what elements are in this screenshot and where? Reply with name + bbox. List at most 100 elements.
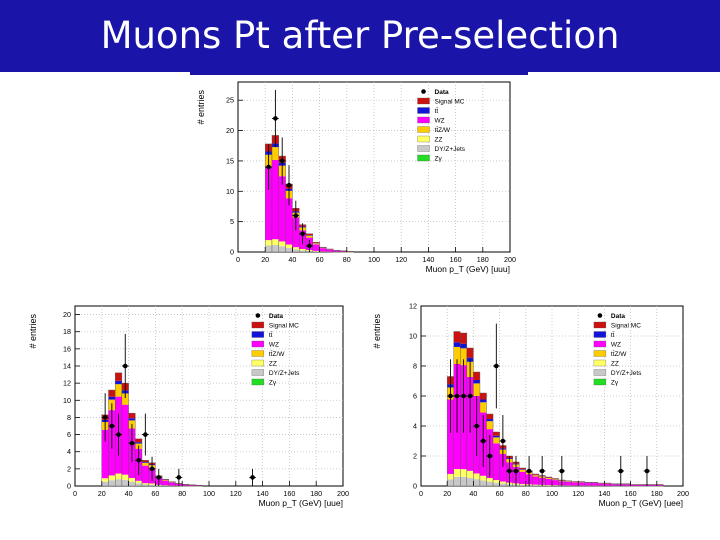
x-tick-label: 180 — [651, 489, 663, 498]
hist-bar-ttzw — [473, 383, 480, 396]
y-tick-label: 6 — [413, 392, 417, 401]
hist-bar-wz — [552, 480, 559, 486]
legend-marker — [597, 313, 603, 318]
hist-bar-zz — [101, 478, 109, 482]
data-point — [286, 182, 292, 188]
hist-bar-dyjets — [272, 245, 279, 252]
hist-bar-wz — [578, 482, 585, 486]
legend-entry: Signal MC — [269, 323, 299, 330]
legend-entry: Signal MC — [435, 99, 465, 106]
legend-entry: Data — [435, 89, 449, 96]
data-point — [102, 415, 108, 420]
data-point — [644, 468, 650, 474]
hist-bar-wz — [195, 485, 203, 486]
hist-bar-dyjets — [447, 479, 454, 486]
legend-marker — [255, 313, 261, 318]
y-tick-label: 8 — [67, 413, 71, 422]
hist-bar-zz — [479, 475, 487, 481]
x-tick-label: 60 — [316, 255, 324, 264]
hist-bar-dyjets — [142, 484, 149, 486]
x-tick-label: 80 — [178, 489, 186, 498]
data-point — [273, 116, 278, 121]
hist-bar-zz — [121, 474, 129, 480]
hist-bar-wz — [630, 484, 638, 486]
y-tick-label: 10 — [409, 332, 417, 341]
y-tick-label: 20 — [63, 310, 71, 319]
hist-bar-ttbar — [115, 380, 122, 385]
hist-bin-outline — [195, 484, 203, 487]
hist-bar-zz — [115, 473, 122, 480]
hist-bar-wz — [188, 484, 196, 486]
hist-bar-signal — [479, 393, 487, 400]
data-point — [480, 438, 486, 444]
data-point — [149, 466, 155, 472]
legend-entry: tt̄Z/W — [611, 350, 627, 358]
hist-bar-dyjets — [466, 477, 474, 486]
x-tick-label: 180 — [310, 489, 322, 498]
hist-bar-signal — [486, 414, 494, 420]
hist-bar-ttbar — [486, 419, 494, 422]
y-tick-label: 6 — [67, 430, 71, 439]
hist-bar-ttzw — [115, 384, 122, 397]
hist-bar-ttzw — [121, 393, 129, 405]
hist-bar-wz — [272, 159, 279, 240]
legend-entry: ZZ — [435, 137, 443, 144]
plot-uuu: 0 20 40 60 80 100 120 140 160 180 200 0 5 10 15 20 25 Muo… — [196, 81, 516, 274]
x-tick-label: 80 — [522, 489, 530, 498]
data-point — [559, 468, 565, 474]
hist-bar-wz — [650, 484, 657, 486]
hist-bar-wz — [637, 484, 644, 486]
legend-swatch — [251, 378, 265, 386]
x-axis-label: Muon p_T (GeV) [uue] — [259, 498, 343, 508]
hist-bar-ttzw — [162, 479, 169, 481]
hist-bar-zz — [299, 248, 306, 251]
hist-bar-dyjets — [519, 484, 526, 486]
x-tick-label: 20 — [261, 255, 269, 264]
x-tick-label: 0 — [73, 489, 77, 498]
hist-bar-dyjets — [493, 482, 500, 486]
legend-entry: WZ — [611, 342, 621, 349]
hist-bar-dyjets — [115, 479, 122, 486]
y-tick-label: 5 — [230, 217, 234, 226]
hist-bar-ttzw — [312, 243, 320, 245]
data-point — [526, 468, 532, 474]
y-tick-label: 4 — [413, 422, 417, 431]
data-point — [300, 231, 305, 237]
plot-uue: 0 20 40 60 80 100 120 140 160 180 200 0 2 4 6 8 10 12 14 16… — [28, 305, 349, 508]
data-point — [618, 468, 624, 474]
hist-bar-wz — [584, 483, 592, 486]
hist-bar-ttbar — [473, 379, 480, 384]
hist-bar-dyjets — [453, 476, 461, 486]
hist-bar-wz — [168, 482, 176, 486]
legend-entry: tt̄Z/W — [269, 350, 285, 358]
title-banner: Muons Pt after Pre-selection — [0, 0, 720, 72]
page-title: Muons Pt after Pre-selection — [100, 14, 620, 57]
hist-bar-zz — [148, 483, 156, 485]
hist-bar-ttbar — [519, 469, 526, 470]
hist-bar-ttzw — [319, 247, 327, 249]
data-point — [539, 468, 545, 474]
legend-swatch — [593, 331, 607, 338]
legend-entry: tt̄ — [611, 331, 615, 339]
data-point — [293, 213, 299, 218]
x-tick-label: 100 — [203, 489, 215, 498]
x-tick-label: 200 — [504, 255, 516, 264]
legend-swatch — [251, 331, 265, 338]
hist-bar-dyjets — [265, 245, 272, 252]
hist-bar-wz — [319, 248, 327, 252]
data-point — [487, 453, 493, 459]
hist-bar-dyjets — [285, 247, 293, 252]
hist-bar-ttzw — [545, 477, 552, 479]
hist-bar-ttzw — [552, 479, 559, 481]
data-point — [467, 393, 473, 399]
hist-bar-wz — [292, 217, 300, 248]
x-tick-label: 200 — [337, 489, 349, 498]
hist-bar-wz — [571, 482, 579, 486]
hist-bar-wz — [326, 249, 334, 252]
hist-bar-signal — [545, 477, 552, 478]
y-tick-label: 12 — [63, 379, 71, 388]
hist-bar-dyjets — [532, 485, 539, 486]
y-tick-label: 10 — [63, 396, 71, 405]
hist-bar-dyjets — [299, 250, 306, 252]
hist-bar-ttzw — [486, 421, 494, 430]
